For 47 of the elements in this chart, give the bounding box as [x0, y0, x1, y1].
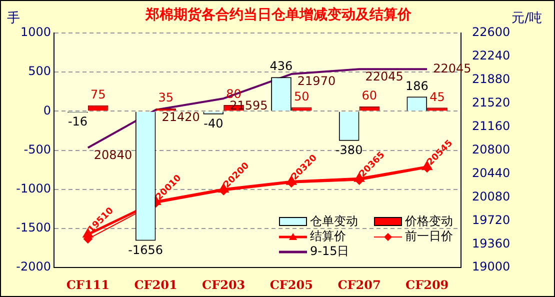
y2-tick-label: 19720 — [472, 212, 510, 227]
data-label: 45 — [430, 90, 445, 104]
x-tick-label: CF207 — [338, 278, 381, 292]
legend-label: 前一日价 — [405, 229, 453, 244]
y-tick-label: -1500 — [16, 220, 51, 235]
data-label: -40 — [204, 116, 224, 130]
y-tick-label: 0 — [43, 103, 51, 118]
x-tick-label: CF209 — [406, 278, 449, 292]
data-label: -1656 — [128, 242, 164, 257]
x-tick-label: CF111 — [66, 278, 110, 292]
y-axis-title: 手 — [7, 10, 20, 27]
y2-tick-label: 22240 — [472, 48, 510, 63]
x-tick-label: CF203 — [202, 278, 246, 292]
y-tick-label: 1000 — [20, 25, 51, 40]
y-tick-label: 500 — [28, 64, 51, 78]
data-label: 75 — [90, 87, 106, 102]
y2-tick-label: 19360 — [472, 236, 510, 250]
legend-label: 价格变动 — [405, 214, 453, 229]
y2-tick-label: 21160 — [472, 118, 510, 133]
legend-label: 仓单变动 — [310, 214, 358, 229]
x-tick-label: CF205 — [270, 278, 313, 292]
y2-axis-title: 元/吨 — [512, 10, 542, 27]
y2-tick-label: 20080 — [472, 189, 510, 204]
data-label: 21595 — [230, 98, 268, 113]
data-label: -16 — [68, 114, 88, 129]
data-label: 35 — [158, 90, 174, 105]
x-tick-label: CF201 — [134, 278, 178, 292]
y2-tick-label: 22600 — [472, 25, 510, 40]
data-label: 436 — [270, 59, 293, 74]
legend-label: 结算价 — [310, 229, 346, 244]
data-label: 21970 — [297, 74, 336, 88]
data-label: 50 — [294, 89, 310, 104]
y-tick-label: -2000 — [16, 260, 51, 274]
data-label: 22045 — [365, 69, 404, 84]
y2-tick-label: 21520 — [472, 96, 510, 110]
y2-tick-label: 20800 — [472, 142, 510, 156]
data-label: 20840 — [94, 148, 132, 162]
y2-tick-label: 21880 — [472, 72, 510, 86]
data-label: 60 — [362, 88, 378, 103]
y2-tick-label: 19000 — [472, 260, 510, 274]
data-label: 21420 — [162, 110, 200, 124]
data-label: 186 — [405, 78, 428, 93]
y-tick-label: -1000 — [16, 182, 51, 196]
chart-title: 郑棉期货各合约当日仓单增减变动及结算价 — [146, 7, 412, 23]
y2-tick-label: 20440 — [472, 166, 510, 180]
y-tick-label: -500 — [24, 142, 51, 156]
legend-label: 9-15日 — [310, 244, 350, 259]
